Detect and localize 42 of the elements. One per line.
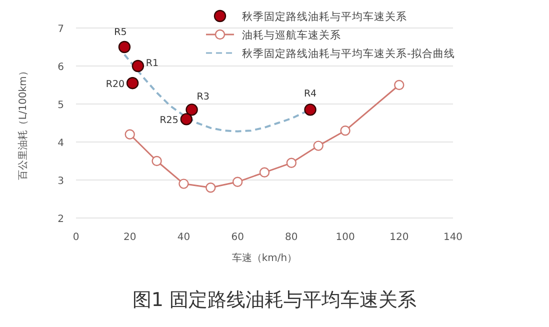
annotation: R4 — [304, 88, 317, 100]
point — [180, 113, 193, 126]
x-tick-label: 20 — [123, 232, 136, 243]
x-tick-label: 100 — [336, 232, 355, 243]
annotation: R20 — [106, 79, 125, 90]
point — [304, 104, 316, 116]
x-tick-label: 40 — [177, 232, 190, 243]
point — [206, 182, 216, 193]
y-tick-label: 4 — [58, 138, 64, 149]
x-tick-label: 60 — [231, 232, 244, 243]
point — [186, 104, 198, 116]
y-tick-label: 6 — [58, 62, 64, 73]
annotation: R5 — [114, 27, 127, 38]
x-tick-label: 80 — [285, 232, 298, 243]
point — [124, 129, 135, 140]
annotation: R1 — [146, 58, 159, 69]
legend-label: 秋季固定路线油耗与平均车速关系 — [242, 10, 407, 23]
annotation: R3 — [196, 92, 210, 103]
text: 图1 固定路线油耗与平均车速关系 — [132, 289, 417, 311]
point — [232, 176, 243, 187]
y-tick-label: 2 — [58, 214, 64, 225]
x-tick-label: 120 — [390, 232, 409, 243]
x-axis-title: 车速（km/h） — [232, 252, 298, 264]
point — [259, 167, 270, 178]
point — [126, 77, 139, 90]
x-tick-label: 0 — [72, 232, 80, 243]
y-tick-label: 7 — [58, 24, 64, 35]
y-tick-label: 3 — [58, 176, 64, 187]
point — [286, 158, 297, 168]
legend-label: 油耗与巡航车速关系 — [242, 28, 341, 42]
point — [152, 156, 162, 166]
y-axis-title: 百公里油耗（L/100km） — [17, 66, 29, 180]
point — [394, 80, 404, 90]
point — [178, 178, 189, 189]
point — [313, 140, 324, 151]
point — [118, 40, 131, 54]
point — [340, 126, 350, 136]
annotation: R25 — [160, 115, 178, 126]
point — [132, 60, 144, 72]
x-tick-label: 140 — [443, 232, 463, 243]
y-tick-label: 5 — [58, 100, 64, 111]
legend-label: 秋季固定路线油耗与平均车速关系-拟合曲线 — [242, 47, 455, 60]
